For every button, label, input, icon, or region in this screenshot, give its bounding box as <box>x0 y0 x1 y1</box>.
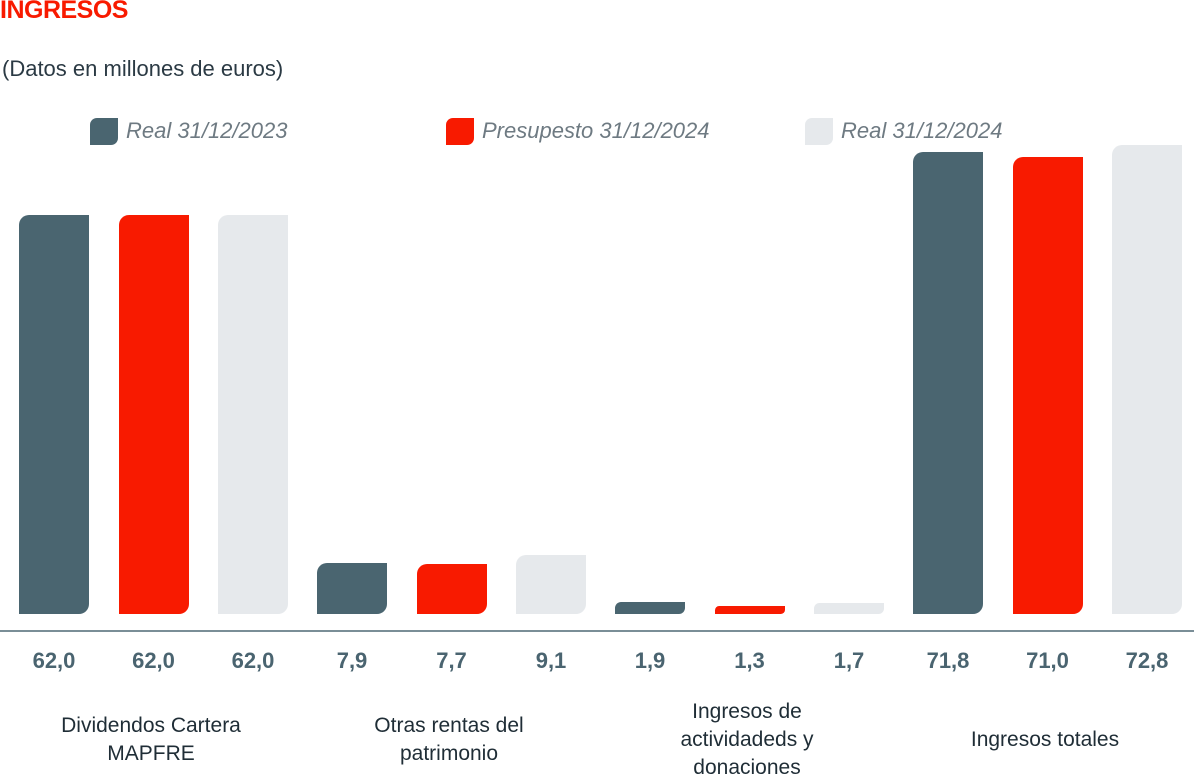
category-label: Ingresos totales <box>915 726 1175 754</box>
value-label: 7,7 <box>436 648 467 673</box>
legend-label: Real 31/12/2023 <box>126 118 288 143</box>
legend-item: Real 31/12/2024 <box>805 116 1002 146</box>
value-label: 7,9 <box>336 648 368 673</box>
category-label-line: actividadeds y <box>680 728 814 751</box>
bar <box>416 564 487 614</box>
value-label: 72,8 <box>1125 648 1169 673</box>
legend-label: Presupesto 31/12/2024 <box>482 118 710 143</box>
value-label: 1,7 <box>833 648 865 673</box>
x-axis-line <box>0 630 1194 632</box>
category-label-line: donaciones <box>693 756 801 779</box>
chart-subtitle: (Datos en millones de euros) <box>2 56 284 81</box>
category-label-line: patrimonio <box>399 742 499 765</box>
value-label: 62,0 <box>231 648 275 673</box>
category-label-line: Otras rentas del <box>374 714 524 737</box>
legend-swatch-icon <box>805 117 833 145</box>
bar <box>118 214 189 614</box>
value-label: 1,9 <box>634 648 666 673</box>
category-label-line: Ingresos de <box>692 700 802 723</box>
value-label: 62,0 <box>132 648 175 673</box>
bar <box>714 605 785 614</box>
bar <box>1112 145 1182 614</box>
legend-swatch-icon <box>90 117 118 145</box>
legend-item: Real 31/12/2023 <box>90 116 287 146</box>
chart-title: INGRESOS <box>0 0 128 24</box>
bar <box>218 214 288 614</box>
bar <box>317 563 387 614</box>
value-label: 9,1 <box>535 648 567 673</box>
value-label: 71,0 <box>1026 648 1069 673</box>
category-label: Dividendos Cartera MAPFRE <box>21 712 281 768</box>
bar <box>19 214 89 614</box>
legend-swatch-icon <box>446 117 474 145</box>
bar <box>1012 156 1083 614</box>
category-label: Otras rentas del patrimonio <box>319 712 579 768</box>
legend-item: Presupesto 31/12/2024 <box>446 116 710 146</box>
legend-label: Real 31/12/2024 <box>841 118 1003 143</box>
value-label: 62,0 <box>32 648 76 673</box>
category-label-line: MAPFRE <box>107 742 195 765</box>
bar <box>615 601 685 614</box>
value-label: 1,3 <box>734 648 765 673</box>
category-label: Ingresos de actividadeds y donaciones <box>617 698 877 782</box>
bar <box>913 151 983 614</box>
category-label-line: Ingresos totales <box>970 728 1120 751</box>
bar <box>516 555 586 614</box>
bar <box>814 603 884 614</box>
category-label-line: Dividendos Cartera <box>61 714 241 737</box>
value-label: 71,8 <box>926 648 970 673</box>
